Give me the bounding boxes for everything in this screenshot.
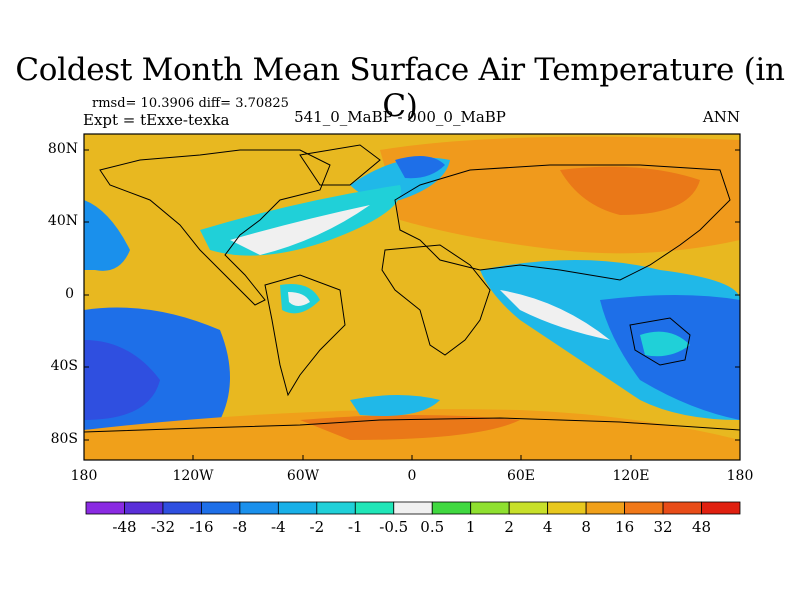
colorbar-label: -0.5 — [379, 518, 409, 536]
page-title: Coldest Month Mean Surface Air Temperatu… — [15, 52, 785, 124]
colorbar-label: 2 — [504, 518, 514, 536]
colorbar-label: -4 — [271, 518, 286, 536]
coast-greenland — [299, 144, 381, 186]
colorbar-swatch — [201, 501, 241, 515]
lat-label: 40N — [47, 213, 78, 229]
colorbar-label: -2 — [309, 518, 325, 536]
colorbar-swatch — [354, 501, 395, 515]
colorbar-swatch — [662, 501, 702, 515]
colorbar-swatch — [701, 501, 741, 515]
colorbar-swatch — [85, 501, 125, 515]
colorbar-swatch — [393, 501, 433, 515]
experiment-name: 541_0_MaBP - 000_0_MaBP — [294, 108, 506, 126]
field-atlantic-white — [230, 205, 370, 255]
colorbar-swatch — [124, 501, 164, 515]
colorbar-swatch — [547, 501, 587, 515]
lon-ticks — [83, 455, 741, 460]
coastlines — [84, 144, 740, 433]
colorbar-swatch — [624, 501, 664, 515]
colorbar-swatch — [277, 501, 318, 515]
season-label: ANN — [702, 108, 740, 126]
lon-label: 60W — [286, 468, 320, 484]
colorbar-swatch — [239, 501, 279, 515]
colorbar-label: 0.5 — [420, 518, 445, 536]
stats-text: rmsd= 10.3906 diff= 3.70825 — [92, 96, 289, 111]
lon-label: 0 — [407, 468, 417, 484]
colorbar-label: -8 — [232, 518, 248, 536]
coast-antarctica — [84, 417, 740, 433]
field-west-pacific — [84, 200, 130, 271]
colorbar — [85, 501, 741, 515]
coast-north-america — [99, 149, 331, 306]
colorbar-label: -1 — [347, 518, 363, 536]
colorbar-label: -32 — [150, 518, 176, 536]
lon-label: 180 — [70, 468, 98, 484]
coast-south-america — [264, 274, 346, 397]
colorbar-label: 16 — [615, 518, 635, 536]
temperature-field — [84, 134, 740, 460]
colorbar-label: 32 — [653, 518, 673, 536]
colorbar-label: -48 — [112, 518, 137, 536]
colorbar-swatch — [162, 501, 202, 515]
field-indian-white — [500, 290, 610, 340]
field-pacific-cold — [600, 295, 740, 420]
colorbar-swatch — [508, 501, 549, 515]
lat-label: 80N — [47, 141, 78, 157]
coast-africa — [381, 244, 491, 356]
colorbar-swatch — [585, 501, 625, 515]
colorbar-swatch — [431, 501, 472, 515]
expt-text: Expt = tExxe-texka — [83, 111, 230, 129]
field-s-america-white — [288, 292, 310, 306]
field-s-atlantic — [350, 395, 440, 416]
colorbar-label: 1 — [465, 518, 476, 536]
colorbar-label: 4 — [542, 518, 553, 536]
lon-label: 120W — [172, 468, 214, 484]
field-sepacific-core — [84, 340, 160, 420]
lat-label: 0 — [65, 286, 74, 302]
coast-eurasia — [394, 164, 731, 281]
lat-label: 40S — [50, 358, 78, 374]
field-australia — [640, 331, 690, 357]
lat-ticks — [84, 149, 740, 441]
coast-australia — [629, 317, 691, 366]
colorbar-label: -16 — [189, 518, 214, 536]
colorbar-swatch — [470, 501, 510, 515]
lat-label: 80S — [50, 431, 78, 447]
field-arctic-cold — [395, 156, 445, 179]
lon-label: 180 — [726, 468, 754, 484]
colorbar-label: 8 — [581, 518, 591, 536]
lon-label: 120E — [612, 468, 650, 484]
field-hot-siberia — [560, 166, 700, 215]
lon-label: 60E — [506, 468, 536, 484]
colorbar-swatch — [316, 501, 356, 515]
colorbar-label: 48 — [691, 518, 712, 536]
